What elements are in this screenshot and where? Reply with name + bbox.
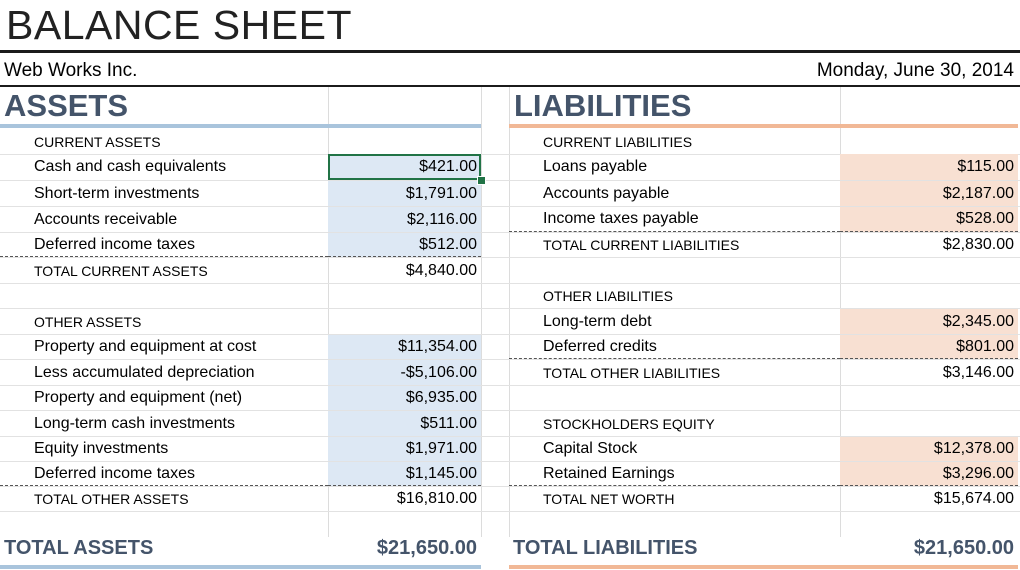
- stockholders-equity-heading[interactable]: STOCKHOLDERS EQUITY: [543, 415, 715, 432]
- asset-label[interactable]: Property and equipment at cost: [34, 338, 257, 355]
- table-row: TOTAL CURRENT ASSETS $4,840.00: [0, 258, 1020, 284]
- total-current-liabilities-label[interactable]: TOTAL CURRENT LIABILITIES: [543, 237, 740, 253]
- column-separator: [328, 87, 329, 537]
- table-row: OTHER ASSETS Long-term debt $2,345.00: [0, 309, 1020, 335]
- asset-label[interactable]: Short-term investments: [34, 184, 200, 202]
- equity-label[interactable]: Retained Earnings: [509, 462, 840, 486]
- header-rule: [0, 85, 1020, 87]
- equity-value[interactable]: $12,378.00: [840, 437, 1018, 461]
- liability-label[interactable]: Deferred credits: [509, 335, 840, 359]
- liability-value[interactable]: $801.00: [840, 335, 1018, 359]
- liability-label[interactable]: Accounts payable: [543, 184, 670, 202]
- total-assets-label[interactable]: TOTAL ASSETS: [4, 537, 154, 559]
- total-net-worth-value[interactable]: $15,674.00: [933, 490, 1014, 507]
- liability-value[interactable]: $115.00: [840, 154, 1018, 180]
- liability-value[interactable]: $2,345.00: [840, 309, 1018, 334]
- asset-label[interactable]: Long-term cash investments: [34, 414, 235, 432]
- equity-value[interactable]: $3,296.00: [840, 462, 1018, 486]
- table-row: Deferred income taxes $512.00 TOTAL CURR…: [0, 233, 1020, 258]
- table-row: Accounts receivable $2,116.00 Income tax…: [0, 207, 1020, 233]
- total-liabilities-bar: [509, 565, 1018, 569]
- total-current-liabilities-value[interactable]: $2,830.00: [942, 236, 1014, 253]
- column-separator: [509, 87, 510, 537]
- sheet-title: BALANCE SHEET: [6, 2, 352, 48]
- asset-label[interactable]: Equity investments: [34, 440, 169, 457]
- asset-label[interactable]: Accounts receivable: [34, 210, 178, 228]
- liabilities-heading: LIABILITIES: [514, 88, 692, 123]
- total-net-worth-label[interactable]: TOTAL NET WORTH: [543, 491, 675, 507]
- table-row: Deferred income taxes $1,145.00 Retained…: [0, 462, 1020, 487]
- sheet-date[interactable]: Monday, June 30, 2014: [816, 60, 1014, 81]
- total-liabilities-label[interactable]: TOTAL LIABILITIES: [513, 537, 698, 559]
- asset-value-selected-cell[interactable]: $421.00: [328, 154, 481, 180]
- liability-label[interactable]: Loans payable: [543, 158, 648, 175]
- asset-value[interactable]: $511.00: [328, 411, 481, 436]
- assets-heading-bar: [0, 124, 481, 128]
- asset-value[interactable]: $2,116.00: [328, 207, 481, 232]
- fill-handle[interactable]: [477, 176, 486, 185]
- asset-value[interactable]: $1,145.00: [328, 462, 481, 486]
- asset-value[interactable]: $1,971.00: [328, 437, 481, 461]
- title-underline: [0, 50, 1020, 53]
- liability-label[interactable]: Long-term debt: [543, 312, 652, 330]
- liability-value[interactable]: $2,187.00: [840, 181, 1018, 206]
- asset-value[interactable]: $512.00: [328, 233, 481, 257]
- company-name[interactable]: Web Works Inc.: [4, 60, 138, 81]
- table-row: Property and equipment (net) $6,935.00: [0, 386, 1020, 411]
- table-row: Less accumulated depreciation -$5,106.00…: [0, 360, 1020, 386]
- total-other-assets-value[interactable]: $16,810.00: [396, 490, 477, 507]
- table-row: Short-term investments $1,791.00 Account…: [0, 181, 1020, 207]
- asset-value[interactable]: $11,354.00: [328, 335, 481, 359]
- asset-value[interactable]: -$5,106.00: [328, 360, 481, 385]
- total-assets-value[interactable]: $21,650.00: [376, 537, 477, 559]
- asset-label[interactable]: Less accumulated depreciation: [34, 363, 255, 381]
- total-other-assets-label[interactable]: TOTAL OTHER ASSETS: [34, 491, 189, 507]
- liabilities-heading-bar: [509, 124, 1018, 128]
- other-liabilities-heading[interactable]: OTHER LIABILITIES: [543, 288, 673, 304]
- table-row: Property and equipment at cost $11,354.0…: [0, 335, 1020, 360]
- current-assets-heading[interactable]: CURRENT ASSETS: [34, 134, 161, 150]
- column-separator: [481, 87, 482, 537]
- assets-heading: ASSETS: [4, 88, 129, 123]
- asset-label[interactable]: Deferred income taxes: [0, 233, 328, 257]
- other-assets-heading[interactable]: OTHER ASSETS: [34, 313, 142, 330]
- liability-value[interactable]: $528.00: [840, 207, 1018, 232]
- table-row: Long-term cash investments $511.00 STOCK…: [0, 411, 1020, 437]
- total-current-assets-label[interactable]: TOTAL CURRENT ASSETS: [34, 262, 208, 279]
- table-row: Equity investments $1,971.00 Capital Sto…: [0, 437, 1020, 462]
- total-liabilities-value[interactable]: $21,650.00: [913, 537, 1014, 559]
- asset-label[interactable]: Property and equipment (net): [34, 389, 243, 406]
- total-other-liabilities-value[interactable]: $3,146.00: [942, 363, 1014, 381]
- total-other-liabilities-label[interactable]: TOTAL OTHER LIABILITIES: [543, 364, 721, 381]
- asset-value[interactable]: $6,935.00: [328, 386, 481, 410]
- liability-label[interactable]: Income taxes payable: [509, 207, 840, 232]
- equity-label[interactable]: Capital Stock: [543, 440, 638, 457]
- current-liabilities-heading[interactable]: CURRENT LIABILITIES: [543, 134, 693, 150]
- total-assets-bar: [0, 565, 481, 569]
- asset-label[interactable]: Cash and cash equivalents: [34, 158, 227, 175]
- total-current-assets-value[interactable]: $4,840.00: [405, 261, 477, 279]
- table-row: TOTAL OTHER ASSETS $16,810.00 TOTAL NET …: [0, 487, 1020, 512]
- table-row: Cash and cash equivalents $421.00 Loans …: [0, 154, 1020, 181]
- table-row: OTHER LIABILITIES: [0, 284, 1020, 309]
- asset-value[interactable]: $1,791.00: [328, 181, 481, 206]
- table-row: CURRENT ASSETS CURRENT LIABILITIES: [0, 130, 1020, 155]
- asset-label[interactable]: Deferred income taxes: [0, 462, 328, 486]
